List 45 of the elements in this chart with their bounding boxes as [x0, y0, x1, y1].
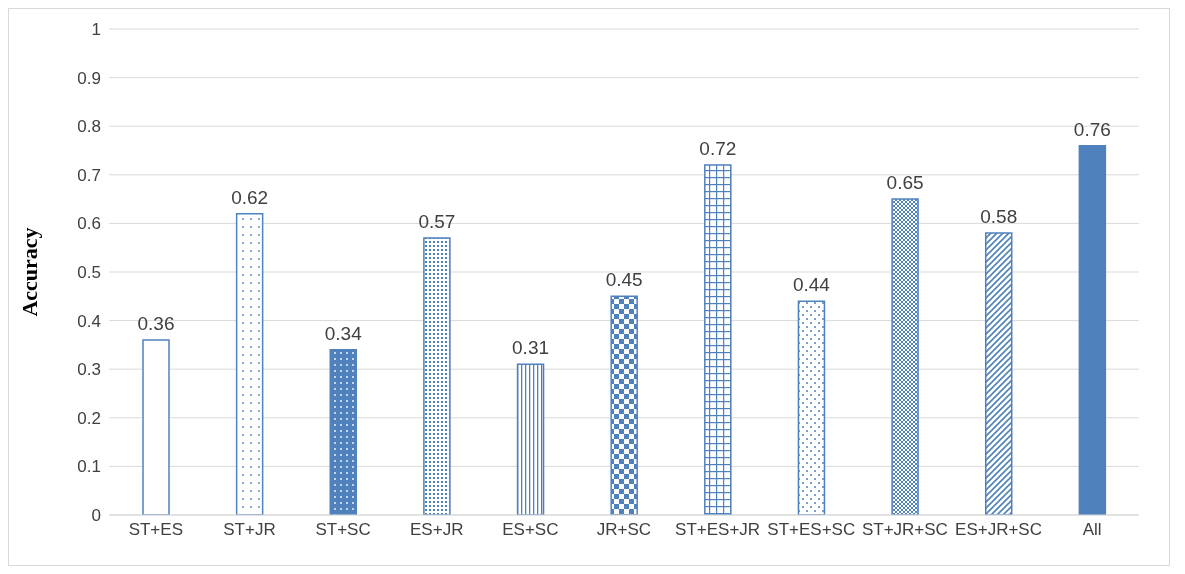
y-tick-label: 0.2 — [77, 408, 101, 428]
x-tick-label: ST+SC — [315, 520, 371, 540]
data-label: 0.65 — [886, 172, 924, 194]
x-tick-label: ES+JR+SC — [955, 520, 1043, 540]
x-tick-label: All — [1082, 520, 1102, 540]
y-tick-label: 0.3 — [77, 360, 101, 380]
x-tick-label: ES+JR — [410, 520, 464, 540]
y-tick-label: 0.4 — [77, 311, 101, 331]
y-tick-label: 0 — [91, 506, 101, 526]
y-tick-label: 0.1 — [77, 457, 101, 477]
y-tick-label: 1 — [91, 20, 101, 40]
bar — [797, 300, 826, 515]
bar — [142, 339, 170, 515]
data-label: 0.31 — [512, 337, 550, 359]
bar — [984, 232, 1013, 515]
y-tick-label: 0.6 — [77, 214, 101, 234]
data-label: 0.62 — [231, 186, 269, 208]
data-label: 0.44 — [792, 274, 831, 296]
bar — [704, 164, 732, 515]
data-label: 0.36 — [137, 313, 175, 335]
data-label: 0.45 — [605, 269, 643, 291]
bar — [329, 349, 358, 515]
x-tick-label: ES+SC — [502, 520, 559, 540]
bar — [1078, 144, 1107, 515]
data-label: 0.72 — [699, 138, 737, 160]
x-tick-label: ST+ES+JR — [675, 520, 761, 540]
data-label: 0.57 — [418, 210, 456, 232]
y-tick-label: 0.5 — [77, 263, 101, 283]
x-tick-label: ST+JR+SC — [861, 520, 948, 540]
y-tick-label: 0.8 — [77, 117, 101, 137]
y-tick-label: 0.7 — [77, 165, 101, 185]
y-tick-label: 0.9 — [77, 68, 101, 88]
data-label: 0.58 — [980, 206, 1018, 228]
x-tick-label: JR+SC — [596, 520, 652, 540]
bar — [423, 237, 451, 515]
y-axis-title: Accuracy — [16, 227, 42, 317]
bar — [516, 363, 545, 515]
x-tick-label: ST+ES — [128, 520, 183, 540]
x-tick-label: ST+JR — [223, 520, 276, 540]
bar — [610, 295, 638, 515]
bar — [891, 198, 919, 515]
data-label: 0.76 — [1073, 118, 1111, 140]
data-label: 0.34 — [324, 322, 363, 344]
x-tick-label: ST+ES+SC — [767, 520, 856, 540]
bar — [235, 212, 264, 515]
